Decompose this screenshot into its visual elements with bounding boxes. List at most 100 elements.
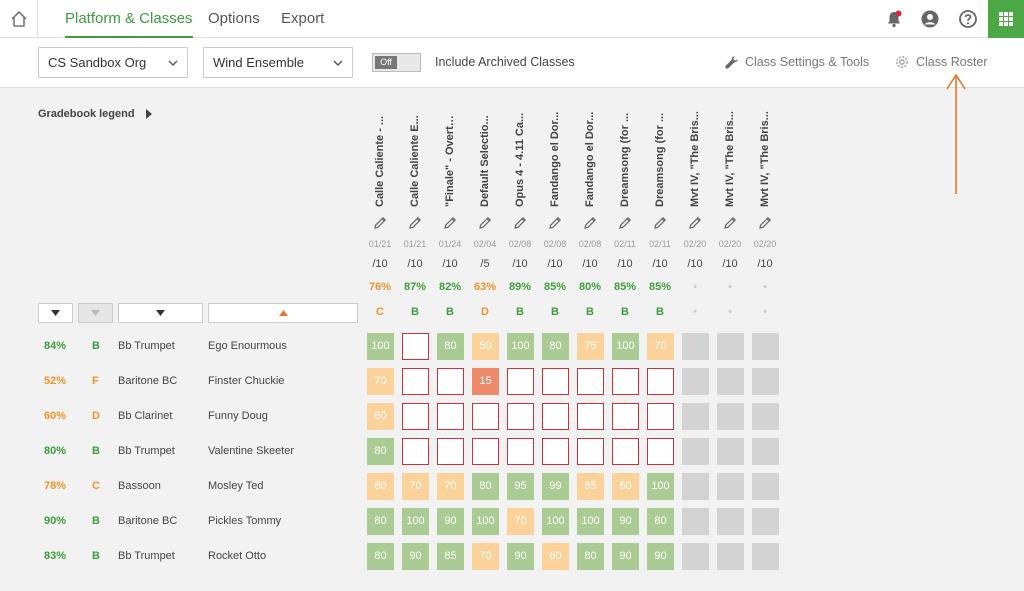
score-cell[interactable]	[402, 438, 429, 465]
score-cell[interactable]	[647, 438, 674, 465]
score-cell[interactable]: 80	[367, 473, 394, 500]
student-name[interactable]: Rocket Otto	[208, 550, 267, 562]
edit-assignment-button[interactable]	[363, 215, 397, 231]
account-button[interactable]	[912, 0, 948, 38]
score-cell[interactable]: 75	[577, 333, 604, 360]
assignment-title[interactable]: Calle Caliente E...	[405, 107, 425, 207]
score-cell[interactable]: 100	[542, 508, 569, 535]
score-cell[interactable]: 80	[542, 333, 569, 360]
score-cell[interactable]: 80	[367, 508, 394, 535]
score-cell[interactable]	[507, 438, 534, 465]
assignment-title[interactable]: Opus 4 - 4.11 Ca...	[510, 107, 530, 207]
sort-instrument[interactable]	[118, 303, 203, 323]
score-cell[interactable]: 70	[402, 473, 429, 500]
tab-options[interactable]: Options	[208, 10, 260, 27]
tab-platform-classes[interactable]: Platform & Classes	[65, 0, 193, 38]
score-cell[interactable]	[542, 403, 569, 430]
score-cell[interactable]: 80	[647, 508, 674, 535]
score-cell[interactable]: 60	[367, 403, 394, 430]
score-cell[interactable]: 100	[402, 508, 429, 535]
score-cell[interactable]	[402, 368, 429, 395]
class-select[interactable]: Wind Ensemble	[203, 47, 353, 78]
sort-student-name[interactable]	[208, 303, 358, 323]
score-cell[interactable]	[612, 438, 639, 465]
score-cell[interactable]: 90	[402, 543, 429, 570]
score-cell[interactable]	[577, 403, 604, 430]
score-cell[interactable]	[437, 368, 464, 395]
class-settings-link[interactable]: Class Settings & Tools	[724, 50, 869, 74]
score-cell[interactable]	[577, 368, 604, 395]
score-cell[interactable]: 100	[647, 473, 674, 500]
score-cell[interactable]	[507, 368, 534, 395]
edit-assignment-button[interactable]	[748, 215, 782, 231]
assignment-title[interactable]: Default Selectio...	[475, 107, 495, 207]
score-cell[interactable]	[402, 403, 429, 430]
score-cell[interactable]: 90	[437, 508, 464, 535]
edit-assignment-button[interactable]	[678, 215, 712, 231]
edit-assignment-button[interactable]	[503, 215, 537, 231]
edit-assignment-button[interactable]	[433, 215, 467, 231]
score-cell[interactable]: 100	[577, 508, 604, 535]
score-cell[interactable]: 95	[507, 473, 534, 500]
assignment-title[interactable]: Mvt IV, "The Bris...	[685, 107, 705, 207]
assignment-title[interactable]: "Finale" - Overtu...	[440, 107, 460, 207]
student-name[interactable]: Finster Chuckie	[208, 375, 285, 387]
score-cell[interactable]	[612, 403, 639, 430]
student-name[interactable]: Mosley Ted	[208, 480, 264, 492]
assignment-title[interactable]: Dreamsong (for ...	[650, 107, 670, 207]
score-cell[interactable]	[647, 403, 674, 430]
score-cell[interactable]	[647, 368, 674, 395]
tab-export[interactable]: Export	[281, 10, 325, 27]
score-cell[interactable]: 100	[612, 333, 639, 360]
assignment-title[interactable]: Fandango el Dor...	[580, 107, 600, 207]
student-name[interactable]: Ego Enourmous	[208, 340, 287, 352]
score-cell[interactable]: 70	[507, 508, 534, 535]
score-cell[interactable]: 80	[437, 333, 464, 360]
score-cell[interactable]: 99	[542, 473, 569, 500]
score-cell[interactable]	[437, 403, 464, 430]
assignment-title[interactable]: Mvt IV, "The Bris...	[720, 107, 740, 207]
score-cell[interactable]: 60	[612, 473, 639, 500]
assignment-title[interactable]: Dreamsong (for ...	[615, 107, 635, 207]
score-cell[interactable]: 90	[612, 543, 639, 570]
score-cell[interactable]: 80	[367, 438, 394, 465]
score-cell[interactable]: 90	[507, 543, 534, 570]
score-cell[interactable]: 65	[577, 473, 604, 500]
score-cell[interactable]	[402, 333, 429, 360]
sort-grade-percent[interactable]	[38, 303, 73, 323]
score-cell[interactable]: 80	[577, 543, 604, 570]
organization-select[interactable]: CS Sandbox Org	[38, 47, 188, 78]
student-name[interactable]: Pickles Tommy	[208, 515, 282, 527]
student-name[interactable]: Valentine Skeeter	[208, 445, 295, 457]
student-name[interactable]: Funny Doug	[208, 410, 268, 422]
score-cell[interactable]: 15	[472, 368, 499, 395]
score-cell[interactable]: 70	[367, 368, 394, 395]
help-button[interactable]	[950, 0, 986, 38]
score-cell[interactable]: 85	[437, 543, 464, 570]
notifications-button[interactable]	[876, 0, 912, 38]
score-cell[interactable]: 50	[472, 333, 499, 360]
score-cell[interactable]: 90	[612, 508, 639, 535]
score-cell[interactable]	[542, 368, 569, 395]
assignment-title[interactable]: Calle Caliente - ...	[370, 107, 390, 207]
score-cell[interactable]: 100	[507, 333, 534, 360]
score-cell[interactable]	[437, 438, 464, 465]
score-cell[interactable]: 70	[437, 473, 464, 500]
score-cell[interactable]: 80	[367, 543, 394, 570]
home-button[interactable]	[0, 0, 38, 38]
edit-assignment-button[interactable]	[538, 215, 572, 231]
assignment-title[interactable]: Mvt IV, "The Bris...	[755, 107, 775, 207]
score-cell[interactable]: 70	[472, 543, 499, 570]
score-cell[interactable]	[472, 438, 499, 465]
gradebook-legend-toggle[interactable]: Gradebook legend	[38, 108, 153, 120]
score-cell[interactable]	[542, 438, 569, 465]
edit-assignment-button[interactable]	[398, 215, 432, 231]
score-cell[interactable]: 90	[647, 543, 674, 570]
score-cell[interactable]: 100	[472, 508, 499, 535]
sort-letter-grade[interactable]	[78, 303, 113, 323]
score-cell[interactable]: 60	[542, 543, 569, 570]
score-cell[interactable]: 100	[367, 333, 394, 360]
edit-assignment-button[interactable]	[643, 215, 677, 231]
edit-assignment-button[interactable]	[468, 215, 502, 231]
class-roster-link[interactable]: Class Roster	[894, 50, 988, 74]
